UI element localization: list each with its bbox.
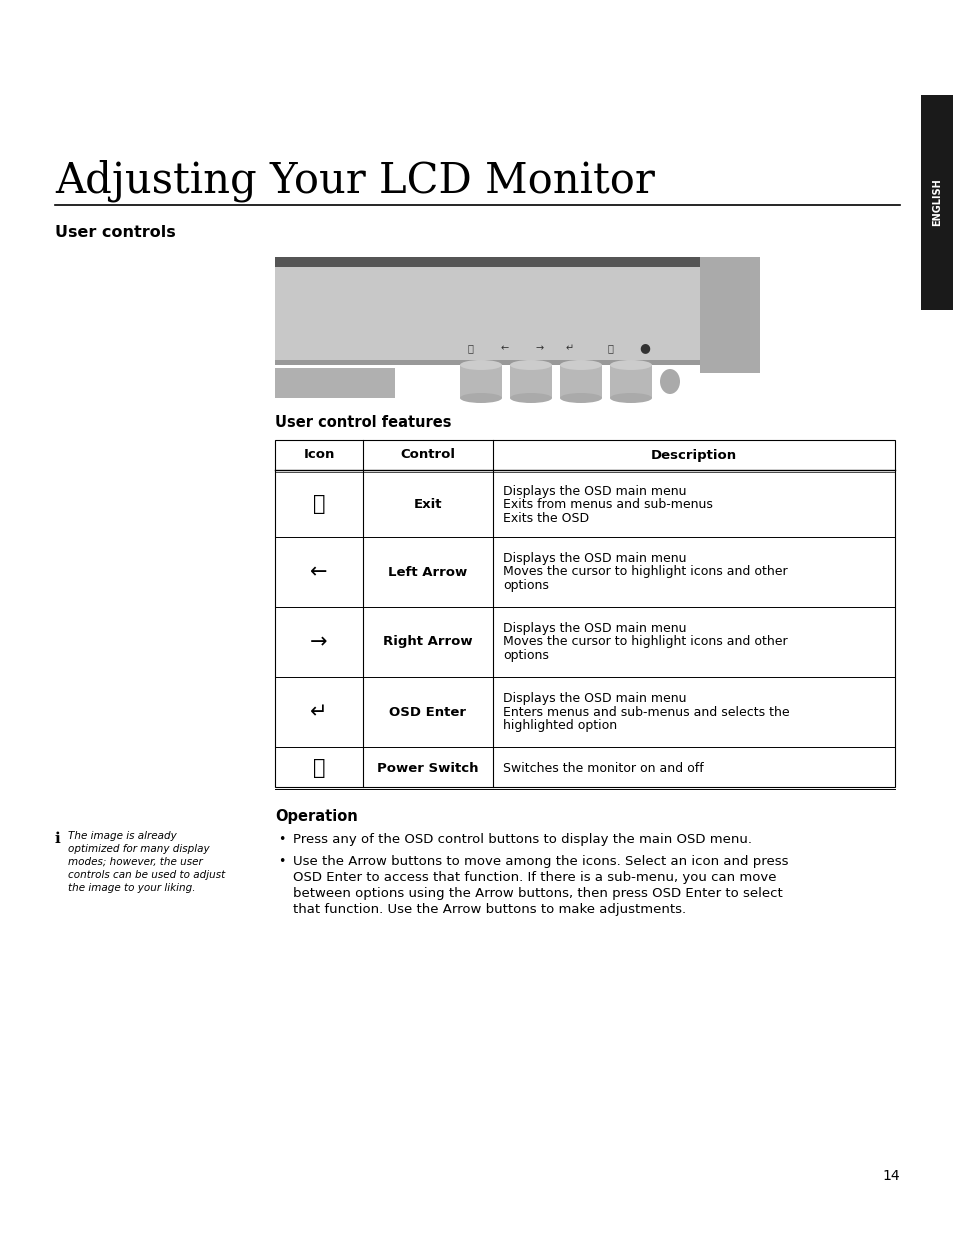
Bar [274, 267, 700, 366]
Bar [274, 368, 395, 398]
Text: ⏻: ⏻ [313, 758, 325, 778]
Text: controls can be used to adjust: controls can be used to adjust [68, 869, 225, 881]
Text: →: → [310, 632, 328, 652]
Bar [459, 366, 501, 398]
Ellipse shape [559, 359, 601, 370]
Text: •: • [277, 855, 285, 868]
Text: Power Switch: Power Switch [376, 762, 478, 774]
Text: the image to your liking.: the image to your liking. [68, 883, 195, 893]
Text: Description: Description [650, 448, 737, 462]
Bar [609, 366, 651, 398]
Bar [274, 440, 894, 787]
Text: •: • [277, 832, 285, 846]
Text: options: options [502, 650, 548, 662]
Ellipse shape [510, 393, 552, 403]
Text: Displays the OSD main menu: Displays the OSD main menu [502, 552, 686, 564]
Bar [274, 257, 700, 267]
Text: Moves the cursor to highlight icons and other: Moves the cursor to highlight icons and … [502, 636, 787, 648]
Text: ●: ● [639, 342, 650, 354]
Text: Use the Arrow buttons to move among the icons. Select an icon and press: Use the Arrow buttons to move among the … [293, 855, 788, 868]
Ellipse shape [609, 393, 651, 403]
Text: highlighted option: highlighted option [502, 719, 617, 732]
Text: Displays the OSD main menu: Displays the OSD main menu [502, 622, 686, 635]
Text: Adjusting Your LCD Monitor: Adjusting Your LCD Monitor [55, 161, 654, 203]
Text: ←: ← [500, 343, 509, 353]
Bar [510, 366, 552, 398]
Text: ENGLISH: ENGLISH [931, 179, 942, 226]
Text: ⮞: ⮞ [313, 494, 325, 515]
Text: User control features: User control features [274, 415, 451, 430]
Bar [559, 366, 601, 398]
Text: options: options [502, 579, 548, 592]
Text: The image is already: The image is already [68, 831, 176, 841]
Text: Control: Control [400, 448, 455, 462]
Text: ⏻: ⏻ [606, 343, 612, 353]
Text: ℹ: ℹ [55, 831, 61, 846]
Text: User controls: User controls [55, 225, 175, 240]
Text: that function. Use the Arrow buttons to make adjustments.: that function. Use the Arrow buttons to … [293, 903, 685, 916]
Text: ⮞: ⮞ [467, 343, 473, 353]
Text: Switches the monitor on and off: Switches the monitor on and off [502, 762, 703, 774]
Text: 14: 14 [882, 1170, 899, 1183]
Text: modes; however, the user: modes; however, the user [68, 857, 203, 867]
Text: OSD Enter: OSD Enter [389, 705, 466, 719]
Text: ←: ← [310, 562, 328, 582]
Bar [700, 257, 760, 373]
Text: Displays the OSD main menu: Displays the OSD main menu [502, 692, 686, 705]
Text: →: → [536, 343, 543, 353]
Text: between options using the Arrow buttons, then press OSD Enter to select: between options using the Arrow buttons,… [293, 887, 781, 900]
Text: Operation: Operation [274, 809, 357, 824]
Text: ↵: ↵ [565, 343, 574, 353]
Text: Moves the cursor to highlight icons and other: Moves the cursor to highlight icons and … [502, 566, 787, 578]
Text: Exits the OSD: Exits the OSD [502, 511, 589, 525]
Text: Left Arrow: Left Arrow [388, 566, 467, 578]
Text: Right Arrow: Right Arrow [383, 636, 473, 648]
Text: Exits from menus and sub-menus: Exits from menus and sub-menus [502, 498, 712, 511]
Text: OSD Enter to access that function. If there is a sub-menu, you can move: OSD Enter to access that function. If th… [293, 871, 776, 884]
Ellipse shape [659, 369, 679, 394]
Text: Icon: Icon [303, 448, 335, 462]
Ellipse shape [459, 393, 501, 403]
Ellipse shape [559, 393, 601, 403]
Text: optimized for many display: optimized for many display [68, 844, 210, 853]
Text: Press any of the OSD control buttons to display the main OSD menu.: Press any of the OSD control buttons to … [293, 832, 751, 846]
Bar [274, 359, 700, 366]
Ellipse shape [459, 359, 501, 370]
Bar [920, 95, 953, 310]
Ellipse shape [609, 359, 651, 370]
Text: Displays the OSD main menu: Displays the OSD main menu [502, 484, 686, 498]
Ellipse shape [510, 359, 552, 370]
Text: ↵: ↵ [310, 701, 328, 722]
Text: Exit: Exit [414, 498, 442, 511]
Text: Enters menus and sub-menus and selects the: Enters menus and sub-menus and selects t… [502, 705, 789, 719]
